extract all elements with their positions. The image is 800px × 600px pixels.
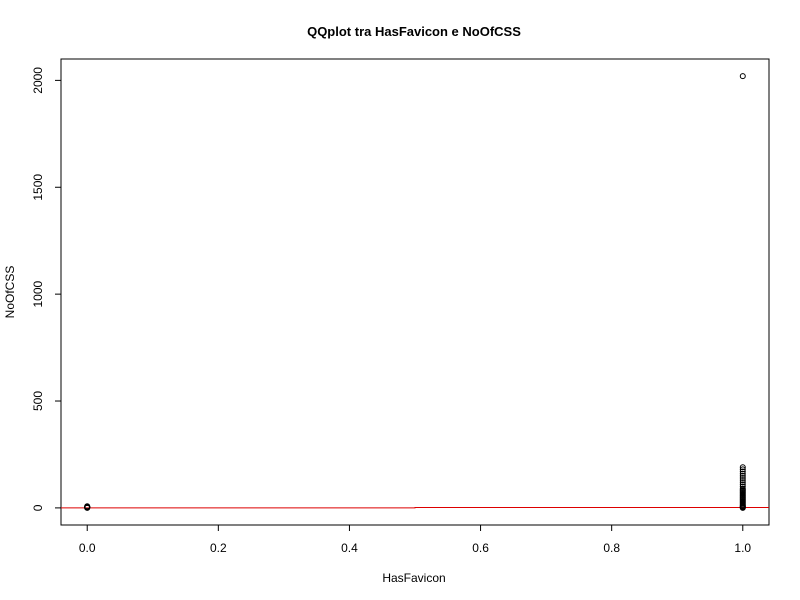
x-tick-label: 0.2 bbox=[210, 541, 227, 555]
data-point bbox=[739, 485, 746, 492]
x-tick-label: 0.8 bbox=[603, 541, 620, 555]
y-tick-label: 2000 bbox=[31, 67, 45, 94]
y-axis-label: NoOfCSS bbox=[3, 266, 17, 319]
y-axis: 0 500 1000 1500 2000 bbox=[31, 67, 62, 511]
data-point bbox=[739, 468, 746, 475]
x-axis: 0.0 0.2 0.4 0.6 0.8 1.0 bbox=[79, 524, 751, 555]
data-point bbox=[739, 481, 746, 488]
y-tick-label: 1500 bbox=[31, 174, 45, 201]
chart-title: QQplot tra HasFavicon e NoOfCSS bbox=[307, 24, 521, 39]
data-point bbox=[739, 477, 746, 484]
data-point bbox=[739, 73, 746, 80]
data-point bbox=[739, 479, 746, 486]
y-tick-label: 1000 bbox=[31, 280, 45, 307]
x-tick-label: 1.0 bbox=[734, 541, 751, 555]
data-point bbox=[739, 466, 746, 473]
y-tick-label: 0 bbox=[31, 504, 45, 511]
data-point bbox=[739, 472, 746, 479]
y-tick-label: 500 bbox=[31, 391, 45, 411]
data-point bbox=[739, 464, 746, 471]
x-tick-label: 0.6 bbox=[472, 541, 489, 555]
x-tick-label: 0.4 bbox=[341, 541, 358, 555]
data-points bbox=[84, 73, 746, 511]
data-point bbox=[739, 474, 746, 481]
x-tick-label: 0.0 bbox=[79, 541, 96, 555]
data-point bbox=[739, 470, 746, 477]
plot-frame bbox=[60, 58, 770, 526]
data-point bbox=[739, 483, 746, 490]
x-axis-label: HasFavicon bbox=[382, 571, 445, 585]
data-point bbox=[84, 503, 91, 510]
